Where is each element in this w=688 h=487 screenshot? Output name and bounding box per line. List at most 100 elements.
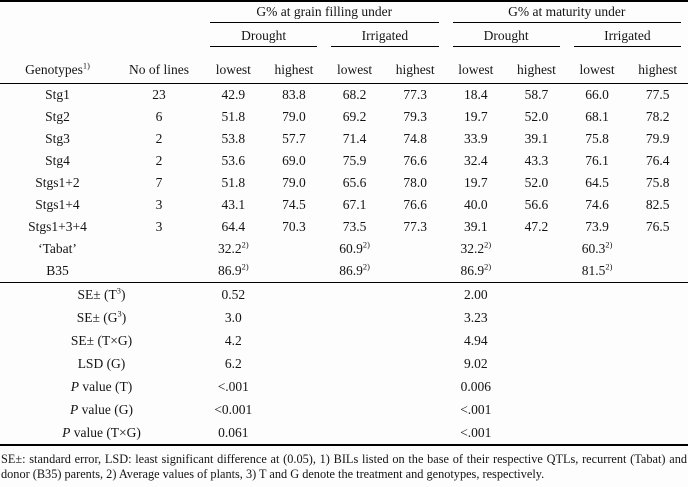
stat-value-cell: <.001	[445, 421, 507, 446]
stat-value-cell: <0.001	[214, 401, 253, 417]
genotype-cell: ‘Tabat’	[38, 241, 77, 256]
no-of-lines-header: No of lines	[115, 50, 203, 84]
value-cell	[506, 260, 567, 283]
condition-label: Drought	[483, 28, 529, 43]
value-cell: 42.9	[221, 87, 246, 102]
stat-label-cell: SE± (G3)	[76, 309, 127, 325]
blank-cell	[264, 352, 446, 375]
value-cell: 75.8	[585, 131, 609, 146]
value-cell: 47.2	[524, 219, 549, 234]
value-cell: 79.9	[645, 131, 670, 146]
condition-header-drought-2: Drought	[446, 24, 567, 50]
value-cell: 76.1	[585, 153, 609, 168]
value-cell: 68.1	[585, 109, 609, 124]
table-row: Stgs1+2 7 51.8 79.0 65.6 78.0 19.7 52.0 64.5 75.8	[0, 172, 688, 194]
stat-value-cell: 6.2	[224, 355, 242, 371]
value-cell: 39.1	[524, 131, 549, 146]
stat-label-cell: LSD (G)	[77, 355, 126, 371]
value-cell: 73.5	[342, 219, 367, 234]
value-cell: 81.52)	[566, 260, 628, 283]
stat-value-cell: 9.02	[464, 355, 488, 371]
value-cell: 53.6	[221, 153, 246, 168]
value-cell: 79.0	[282, 175, 306, 190]
value-cell: 76.4	[645, 153, 670, 168]
value-cell: 77.5	[645, 87, 670, 102]
blank-cell	[506, 421, 688, 446]
stat-label-cell: SE± (T×G)	[70, 332, 133, 348]
stat-label-cell: P value (G)	[70, 401, 133, 417]
value-cell: 69.2	[342, 109, 367, 124]
value-cell: 83.8	[282, 87, 306, 102]
value-cell: 71.4	[342, 131, 367, 146]
value-cell: 39.1	[464, 219, 488, 234]
value-cell	[263, 260, 325, 283]
value-cell: 74.8	[403, 131, 427, 146]
value-cell: 78.0	[403, 175, 427, 190]
stat-row: P value (T×G) 0.061 <.001	[0, 421, 688, 446]
value-cell: 69.0	[282, 153, 306, 168]
value-cell: 56.6	[524, 197, 549, 212]
value-cell: 75.9	[342, 153, 367, 168]
value-cell: 74.6	[585, 197, 609, 212]
range-header: lowest	[566, 50, 628, 84]
value-cell	[264, 238, 325, 260]
condition-header-irrigated-2: Irrigated	[567, 24, 688, 50]
group-header-label: G% at maturity under	[508, 4, 626, 19]
value-cell: 43.3	[524, 153, 549, 168]
value-cell: 76.5	[645, 219, 670, 234]
value-cell: 52.0	[524, 175, 549, 190]
stat-value-cell: <.001	[460, 401, 492, 417]
value-cell: 43.1	[221, 197, 246, 212]
group-header-label: G% at grain filling under	[256, 4, 393, 19]
stat-value-cell: 0.006	[460, 378, 491, 394]
value-cell	[627, 260, 688, 283]
stat-value-cell: <.001	[217, 378, 249, 394]
genotype-cell: Stg2	[45, 109, 70, 124]
genotype-cell: Stgs1+2	[35, 175, 80, 190]
stat-row: P value (G) <0.001 <.001	[0, 398, 688, 421]
blank-cell	[0, 24, 203, 50]
value-cell: 18.4	[464, 87, 488, 102]
value-cell: 86.92)	[203, 260, 264, 283]
value-cell: 76.6	[403, 197, 427, 212]
stat-value-cell: 4.2	[224, 332, 242, 348]
range-header: lowest	[445, 50, 507, 84]
condition-label: Drought	[241, 28, 287, 43]
range-header: highest	[263, 50, 325, 84]
value-cell: 67.1	[342, 197, 367, 212]
blank-cell	[506, 375, 688, 398]
value-cell: 86.92)	[445, 260, 507, 283]
value-cell: 32.22)	[218, 240, 249, 256]
blank-cell	[506, 306, 688, 329]
table-row: Stg1 23 42.9 83.8 68.2 77.3 18.4 58.7 66.0 77.5	[0, 84, 688, 107]
value-cell: 77.3	[403, 219, 427, 234]
range-header: highest	[627, 50, 688, 84]
value-cell: 32.4	[464, 153, 488, 168]
value-cell	[627, 238, 688, 260]
group-header-grain-filling: G% at grain filling under	[203, 1, 446, 24]
condition-header-drought-1: Drought	[203, 24, 324, 50]
value-cell: 86.92)	[324, 260, 385, 283]
condition-header-irrigated-1: Irrigated	[324, 24, 445, 50]
blank-cell	[264, 283, 446, 307]
value-cell: 53.8	[221, 131, 246, 146]
table-row: Stg2 6 51.8 79.0 69.2 79.3 19.7 52.0 68.1 78.2	[0, 106, 688, 128]
lines-cell: 23	[152, 87, 166, 102]
value-cell: 40.0	[464, 197, 488, 212]
stat-row: SE± (T×G) 4.2 4.94	[0, 329, 688, 352]
stat-row: SE± (T3) 0.52 2.00	[0, 283, 688, 307]
value-cell: 51.8	[221, 175, 246, 190]
value-cell: 79.3	[403, 109, 427, 124]
blank-cell	[264, 329, 446, 352]
lines-cell: 2	[155, 153, 163, 168]
group-header-maturity: G% at maturity under	[446, 1, 688, 24]
genotype-cell: Stgs1+4	[35, 197, 80, 212]
value-cell: 77.3	[403, 87, 427, 102]
genotype-cell: B35	[0, 260, 115, 283]
stat-label-cell: SE± (T3)	[77, 286, 126, 302]
parent-row: ‘Tabat’ 32.22) 60.92) 32.22) 60.32)	[0, 238, 688, 260]
lines-cell: 6	[155, 109, 163, 124]
stat-value-cell: 3.23	[464, 309, 488, 325]
value-cell	[384, 260, 446, 283]
value-cell: 74.5	[282, 197, 306, 212]
